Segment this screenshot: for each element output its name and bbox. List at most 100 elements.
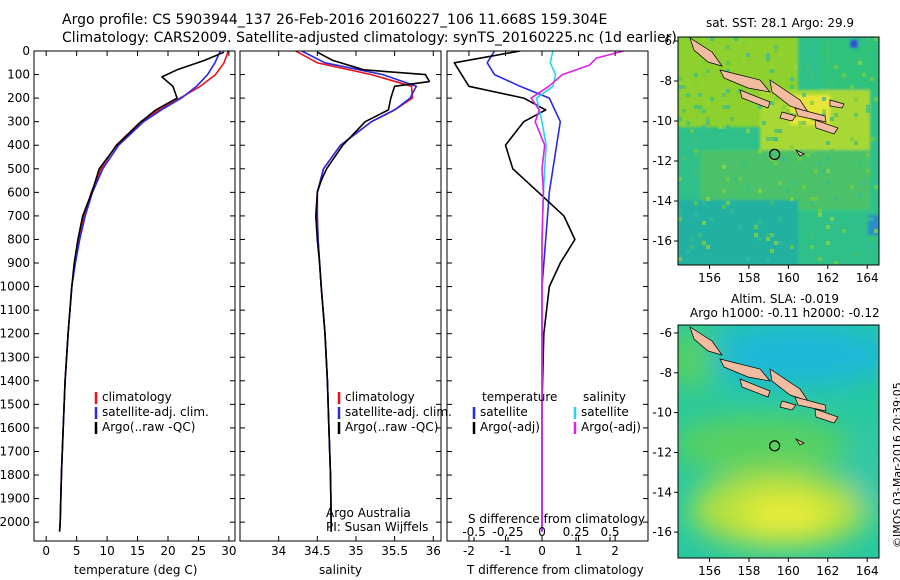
sst-pixel — [818, 161, 822, 165]
sst-pixel — [702, 137, 706, 141]
sst-pixel — [726, 177, 730, 181]
sst-pixel — [822, 113, 826, 117]
sst-pixel — [734, 197, 738, 201]
sst-pixel — [774, 129, 778, 133]
sst-pixel — [790, 197, 794, 201]
sst-pixel — [834, 97, 838, 101]
t-diff-xlabel: T difference from climatology — [467, 563, 644, 577]
credit-label: ©IMOS 03-Mar-2016 20:39:05 — [891, 382, 900, 548]
sst-pixel — [686, 93, 690, 97]
plot-frame-1 — [239, 50, 442, 542]
sst-pixel — [746, 129, 750, 133]
sst-pixel — [834, 261, 838, 265]
sst-pixel — [866, 105, 870, 109]
s-tick-label-4: 0.5 — [600, 525, 619, 539]
legend-diff-temperature-head: temperature — [482, 390, 558, 404]
sst-pixel — [678, 117, 682, 121]
sst-pixel — [702, 37, 706, 41]
x-tick-label-1-2: 35 — [348, 544, 363, 558]
sst-pixel — [806, 65, 810, 69]
legend-diff-salinity-head: salinity — [583, 390, 627, 404]
sla-map-ytick-label-5: -16 — [652, 525, 672, 539]
sst-pixel — [818, 213, 822, 217]
sst-pixel — [786, 189, 790, 193]
sst-pixel — [810, 197, 814, 201]
x-tick-label-2-3: 1 — [575, 544, 583, 558]
sst-pixel — [774, 137, 778, 141]
sst-pixel — [758, 237, 762, 241]
sst-pixel — [830, 117, 834, 121]
sst-pixel — [678, 257, 682, 261]
sst-pixel — [858, 57, 862, 61]
sst-pixel — [790, 77, 794, 81]
sst-pixel — [874, 137, 878, 141]
sst-pixel — [870, 245, 874, 249]
sst-pixel — [722, 125, 726, 129]
sst-pixel — [678, 77, 682, 81]
sst-pixel — [826, 213, 830, 217]
series-line-1-1 — [301, 51, 418, 532]
s-tick-label-1: -0.25 — [492, 525, 523, 539]
sst-pixel — [682, 85, 686, 89]
temperature-panel — [58, 51, 230, 532]
sst-pixel — [706, 245, 710, 249]
sst-pixel — [858, 173, 862, 177]
sst-map-xtick-label-2: 160 — [777, 271, 800, 285]
series-line-2-1 — [453, 51, 576, 532]
sst-pixel — [874, 181, 878, 185]
sst-pixel — [826, 157, 830, 161]
sst-pixel — [854, 253, 858, 257]
map-axes: 156 158 160 162 164 -6 -8 -10 -12 -14 -16 156 158 160… — [652, 34, 880, 578]
difference-panel — [453, 51, 624, 532]
sst-pixel — [790, 245, 794, 249]
series-line-1-0 — [295, 51, 414, 532]
sst-pixel — [862, 181, 866, 185]
x-tick-label-1-3: 35.5 — [381, 544, 408, 558]
sst-pixel — [818, 257, 822, 261]
sst-pixel — [782, 157, 786, 161]
sst-pixel — [770, 201, 774, 205]
sst-pixel — [698, 93, 702, 97]
sst-pixel — [810, 201, 814, 205]
sst-pixel — [726, 105, 730, 109]
x-tick-label-0-4: 20 — [160, 544, 175, 558]
legend-diff-sal-argo: Argo(-adj) — [581, 420, 641, 434]
sst-pixel — [866, 153, 870, 157]
y-tick-label-11: 1100 — [0, 303, 30, 317]
sla-map-ytick-label-4: -14 — [652, 485, 672, 499]
sst-pixel — [706, 117, 710, 121]
sst-pixel — [726, 89, 730, 93]
sst-pixel — [722, 93, 726, 97]
sst-pixel — [694, 213, 698, 217]
sst-pixel — [822, 169, 826, 173]
sst-pixel — [858, 193, 862, 197]
sst-pixel — [698, 109, 702, 113]
y-tick-label-16: 1600 — [0, 421, 30, 435]
sst-pixel — [834, 193, 838, 197]
y-tick-label-17: 1700 — [0, 444, 30, 458]
plot-frame-0 — [33, 50, 236, 542]
sst-pixel — [810, 245, 814, 249]
sst-pixel — [706, 197, 710, 201]
sst-pixel — [678, 85, 682, 89]
sst-pixel — [794, 65, 798, 69]
sst-pixel — [678, 209, 682, 213]
s-tick-label-2: 0 — [538, 525, 546, 539]
sst-pixel — [690, 237, 694, 241]
sst-pixel — [826, 241, 830, 245]
sst-pixel — [826, 181, 830, 185]
sst-pixel — [822, 57, 826, 61]
sst-pixel — [678, 129, 682, 133]
sst-pixel — [706, 121, 710, 125]
legend-sal-argo: Argo(..raw -QC) — [345, 420, 439, 434]
sst-pixel — [794, 113, 798, 117]
sst-pixel — [694, 137, 698, 141]
sst-pixel — [778, 181, 782, 185]
sst-pixel — [858, 157, 862, 161]
sla-map — [678, 325, 879, 558]
sst-pixel — [874, 145, 878, 149]
sst-pixel — [706, 101, 710, 105]
sst-pixel — [786, 109, 790, 113]
sst-pixel — [770, 101, 774, 105]
